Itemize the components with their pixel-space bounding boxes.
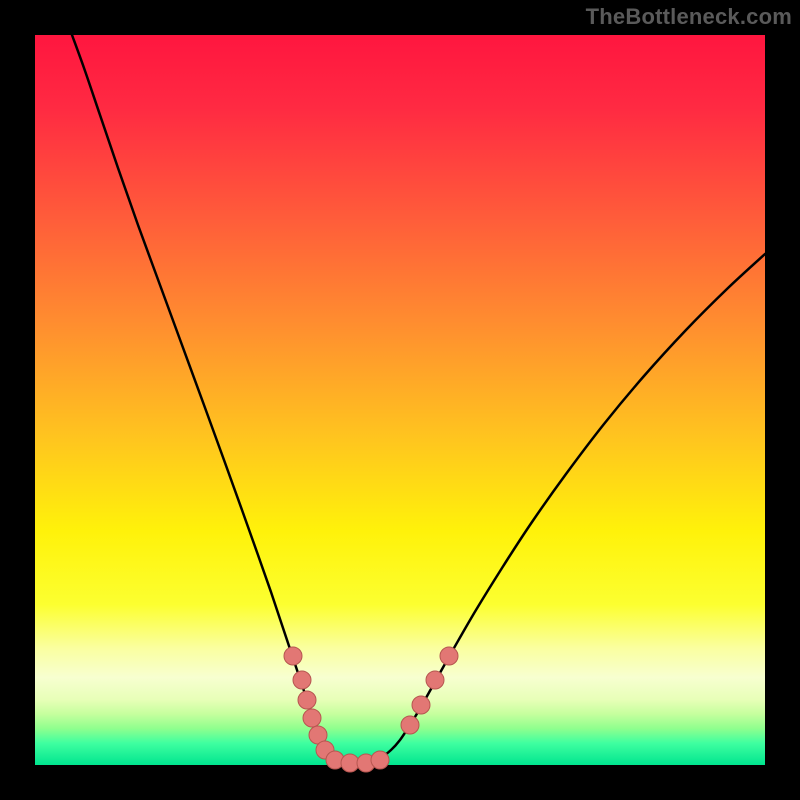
watermark-text: TheBottleneck.com <box>586 4 792 30</box>
bead-marker <box>293 671 311 689</box>
bead-marker <box>371 751 389 769</box>
bottleneck-curve-chart <box>0 0 800 800</box>
chart-container: TheBottleneck.com <box>0 0 800 800</box>
gradient-background <box>35 35 765 765</box>
bead-marker <box>440 647 458 665</box>
bead-marker <box>284 647 302 665</box>
bead-marker <box>412 696 430 714</box>
bead-marker <box>298 691 316 709</box>
bead-marker <box>401 716 419 734</box>
bead-marker <box>303 709 321 727</box>
bead-marker <box>426 671 444 689</box>
bead-marker <box>341 754 359 772</box>
